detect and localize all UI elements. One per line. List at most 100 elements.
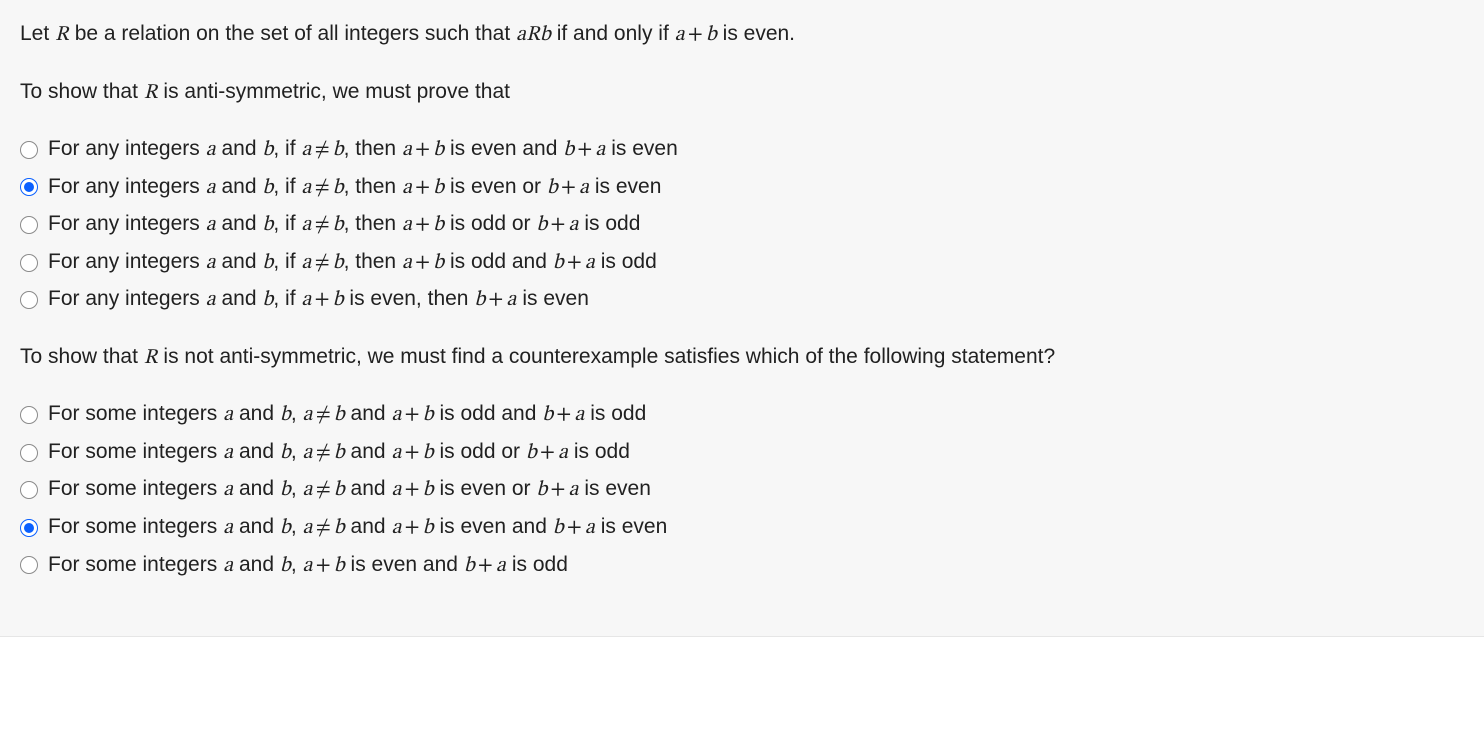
choice-lead: For some integers xyxy=(48,477,223,500)
choice-option[interactable]: For some integers a and b, a≠b and a+b i… xyxy=(20,511,1464,545)
and-word: and xyxy=(345,402,392,425)
choice-option[interactable]: For some integers a and b, a+b is even a… xyxy=(20,549,1464,583)
var-a: a xyxy=(391,404,401,425)
q2-R: R xyxy=(144,347,158,368)
radio-button[interactable] xyxy=(20,556,38,574)
var-b: b xyxy=(262,177,273,198)
var-a: a xyxy=(303,555,313,576)
sum2-tail: is odd xyxy=(584,402,646,425)
plus: + xyxy=(311,289,332,310)
choice-option[interactable]: For any integers a and b, if a≠b, then a… xyxy=(20,171,1464,205)
var-b: b xyxy=(433,252,444,273)
sum2-tail: is even xyxy=(595,515,667,538)
var-a: a xyxy=(206,177,216,198)
choice-option[interactable]: For some integers a and b, a≠b and a+b i… xyxy=(20,473,1464,507)
q1-post: is anti-symmetric, we must prove that xyxy=(158,80,510,103)
var-b: b xyxy=(433,177,444,198)
sum1-tail: is even and xyxy=(444,137,563,160)
plus: + xyxy=(485,289,506,310)
var-b: b xyxy=(433,214,444,235)
sum1-tail: is even or xyxy=(444,175,547,198)
radio-button[interactable] xyxy=(20,519,38,537)
choice-lead: For some integers xyxy=(48,553,223,576)
var-b: b xyxy=(542,404,553,425)
var-b: b xyxy=(333,139,344,160)
intro-mid1: be a relation on the set of all integers… xyxy=(69,22,516,45)
choice-lead: For any integers xyxy=(48,250,206,273)
plus: + xyxy=(402,442,423,463)
choice-label: For any integers a and b, if a≠b, then a… xyxy=(48,246,657,280)
var-a: a xyxy=(206,139,216,160)
intro-a: a xyxy=(675,24,685,45)
plus: + xyxy=(412,214,433,235)
var-b: b xyxy=(262,214,273,235)
choice-option[interactable]: For any integers a and b, if a≠b, then a… xyxy=(20,133,1464,167)
var-a: a xyxy=(206,252,216,273)
and-word: and xyxy=(233,515,280,538)
var-b: b xyxy=(423,442,434,463)
comma: , xyxy=(291,440,303,463)
q2-pre: To show that xyxy=(20,345,144,368)
intro-aRb: aRb xyxy=(516,24,551,45)
var-b: b xyxy=(280,479,291,500)
var-a: a xyxy=(301,252,311,273)
and-word: and xyxy=(233,553,280,576)
choice-option[interactable]: For any integers a and b, if a≠b, then a… xyxy=(20,208,1464,242)
then-word: , then xyxy=(344,250,402,273)
neq: ≠ xyxy=(311,139,332,160)
var-a: a xyxy=(301,214,311,235)
var-b: b xyxy=(433,139,444,160)
var-b: b xyxy=(553,517,564,538)
radio-button[interactable] xyxy=(20,406,38,424)
radio-button[interactable] xyxy=(20,444,38,462)
var-b: b xyxy=(536,214,547,235)
choice-option[interactable]: For some integers a and b, a≠b and a+b i… xyxy=(20,436,1464,470)
and-word: and xyxy=(233,440,280,463)
var-a: a xyxy=(303,479,313,500)
choice-label: For some integers a and b, a≠b and a+b i… xyxy=(48,473,651,507)
sum2-tail: is odd xyxy=(568,440,630,463)
and-word: and xyxy=(233,477,280,500)
intro-R: R xyxy=(55,24,69,45)
radio-button[interactable] xyxy=(20,178,38,196)
intro-text: Let R be a relation on the set of all in… xyxy=(20,18,1464,52)
choice-option[interactable]: For any integers a and b, if a+b is even… xyxy=(20,283,1464,317)
radio-button[interactable] xyxy=(20,141,38,159)
radio-button[interactable] xyxy=(20,216,38,234)
choice-option[interactable]: For any integers a and b, if a≠b, then a… xyxy=(20,246,1464,280)
and-word: and xyxy=(345,515,392,538)
intro-post: is even. xyxy=(717,22,795,45)
choice-lead: For some integers xyxy=(48,440,223,463)
plus: + xyxy=(402,479,423,500)
and-word: and xyxy=(216,212,263,235)
var-b: b xyxy=(280,404,291,425)
plus: + xyxy=(475,555,496,576)
and-word: and xyxy=(216,287,263,310)
radio-button[interactable] xyxy=(20,481,38,499)
choice-lead: For any integers xyxy=(48,212,206,235)
sum1-tail: is even or xyxy=(434,477,537,500)
sum2-tail: is even xyxy=(517,287,589,310)
then-word: , then xyxy=(344,175,402,198)
choice-label: For any integers a and b, if a≠b, then a… xyxy=(48,171,661,205)
var-b: b xyxy=(333,177,344,198)
var-b: b xyxy=(547,177,558,198)
choice-group-1: For any integers a and b, if a≠b, then a… xyxy=(20,133,1464,317)
var-a: a xyxy=(568,479,578,500)
sum1-tail: is even and xyxy=(434,515,553,538)
radio-button[interactable] xyxy=(20,254,38,272)
var-a: a xyxy=(223,517,233,538)
radio-button[interactable] xyxy=(20,291,38,309)
neq: ≠ xyxy=(313,442,334,463)
choice-option[interactable]: For some integers a and b, a≠b and a+b i… xyxy=(20,398,1464,432)
var-b: b xyxy=(334,404,345,425)
var-b: b xyxy=(334,555,345,576)
var-b: b xyxy=(474,289,485,310)
choice-label: For some integers a and b, a≠b and a+b i… xyxy=(48,511,667,545)
var-b: b xyxy=(553,252,564,273)
and-word: and xyxy=(216,250,263,273)
var-b: b xyxy=(536,479,547,500)
plus: + xyxy=(412,177,433,198)
intro-plus: + xyxy=(685,24,706,45)
var-a: a xyxy=(568,214,578,235)
